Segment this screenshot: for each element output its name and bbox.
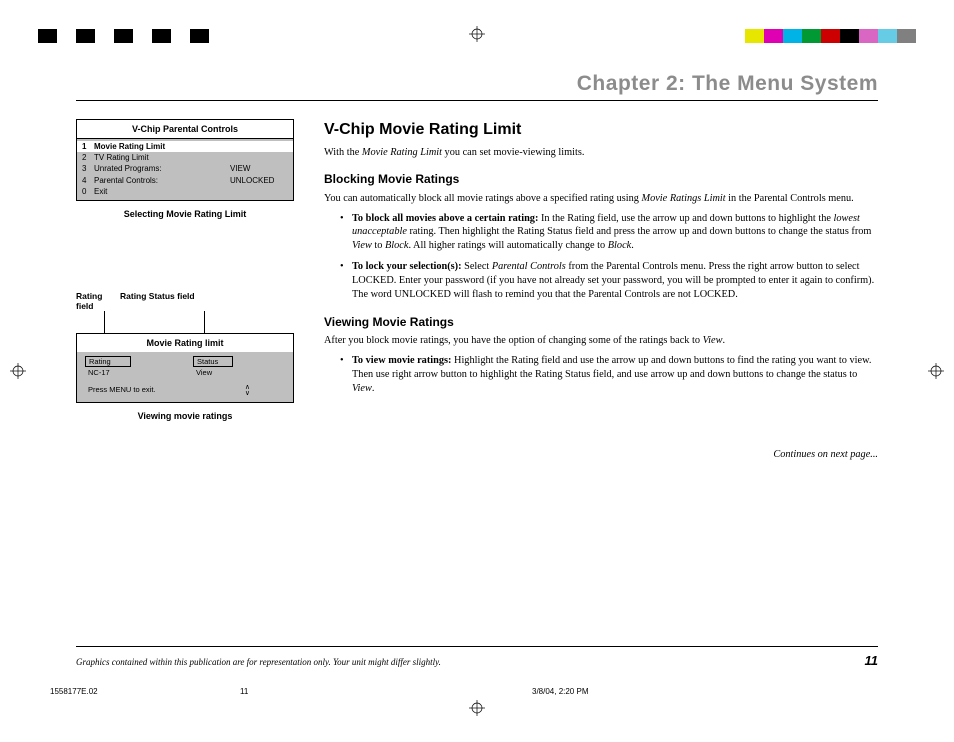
menu-item: 2TV Rating Limit [77,152,293,163]
section-heading: V-Chip Movie Rating Limit [324,119,878,141]
sidebar-column: V-Chip Parental Controls 1Movie Rating L… [76,119,294,468]
page-footer: Graphics contained within this publicati… [76,646,878,668]
main-column: V-Chip Movie Rating Limit With the Movie… [324,119,878,468]
status-value: View [193,368,212,377]
rating-value: NC-17 [85,368,131,377]
figure-caption: Viewing movie ratings [76,411,294,421]
list-item: To lock your selection(s): Select Parent… [352,260,878,302]
print-footer: 1558177E.02 11 3/8/04, 2:20 PM [50,687,904,696]
print-colorbar-left [38,29,209,43]
subsection-heading: Viewing Movie Ratings [324,314,878,330]
registration-mark-icon [469,26,485,42]
footer-disclaimer: Graphics contained within this publicati… [76,657,441,667]
menu-item: 1Movie Rating Limit [77,141,293,152]
updown-arrows-icon: ∧∨ [245,385,249,396]
print-date: 3/8/04, 2:20 PM [532,687,588,696]
list-item: To view movie ratings: Highlight the Rat… [352,354,878,396]
print-colorbar-right [745,29,916,43]
doc-id: 1558177E.02 [50,687,240,696]
callout-label: Ratingfield [76,291,120,311]
body-text: You can automatically block all movie ra… [324,192,878,206]
body-text: After you block movie ratings, you have … [324,334,878,348]
figure-caption: Selecting Movie Rating Limit [76,209,294,219]
column-header: Rating [85,356,131,367]
menu-item: 4Parental Controls:UNLOCKED [77,175,293,186]
registration-mark-icon [10,363,26,379]
movie-rating-figure: Ratingfield Rating Status field Movie Ra… [76,291,294,421]
callout-label: Rating Status field [120,291,195,311]
vchip-menu-title: V-Chip Parental Controls [77,120,293,139]
body-text: With the Movie Rating Limit you can set … [324,146,878,160]
page-number: 11 [865,653,879,668]
subsection-heading: Blocking Movie Ratings [324,171,878,187]
column-header: Status [193,356,233,367]
menu-item: 0Exit [77,187,293,198]
registration-mark-icon [469,700,485,716]
figure-title: Movie Rating limit [77,334,293,352]
chapter-title: Chapter 2: The Menu System [76,72,878,101]
print-page: 11 [240,687,532,696]
continues-note: Continues on next page... [324,448,878,462]
vchip-menu-figure: V-Chip Parental Controls 1Movie Rating L… [76,119,294,201]
menu-item: 3Unrated Programs:VIEW [77,164,293,175]
exit-hint: Press MENU to exit. [85,385,245,396]
list-item: To block all movies above a certain rati… [352,212,878,254]
registration-mark-icon [928,363,944,379]
